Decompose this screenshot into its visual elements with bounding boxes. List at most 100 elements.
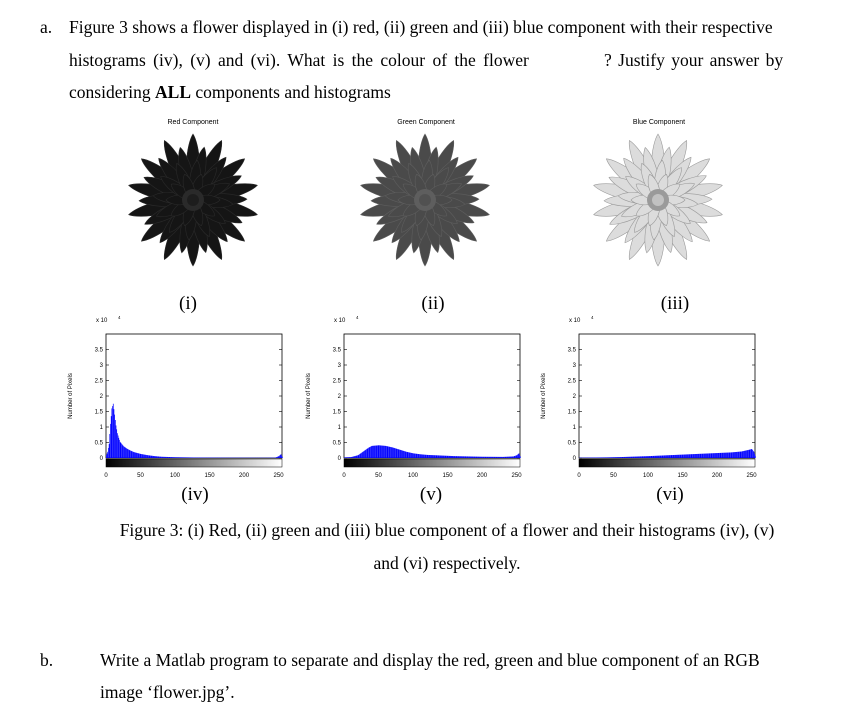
histogram-bar <box>186 457 188 458</box>
histogram-bar <box>424 454 425 458</box>
histogram-bar <box>134 452 136 458</box>
histogram-bar <box>650 456 652 458</box>
histogram-bar <box>439 455 440 458</box>
histogram-bar <box>719 452 720 458</box>
histogram-bar <box>606 457 608 458</box>
histogram-bar <box>506 456 507 458</box>
histogram-bar <box>656 455 658 458</box>
histogram-bar <box>663 455 664 458</box>
histogram-bar <box>484 456 485 458</box>
histogram-bar <box>437 455 438 458</box>
histogram-bar <box>417 454 419 458</box>
histogram-bar <box>680 454 682 458</box>
histogram-bar <box>173 457 175 458</box>
label-iii: (iii) <box>660 293 690 314</box>
histogram-bar <box>504 456 505 458</box>
histogram-bar <box>413 453 415 458</box>
histogram-bar <box>481 456 483 458</box>
histogram-bar <box>422 454 424 458</box>
histogram-bar <box>384 445 386 458</box>
histogram-bar <box>159 456 161 458</box>
histogram-bar <box>447 455 449 458</box>
histogram-bar <box>679 454 680 458</box>
histogram-bar <box>691 454 693 458</box>
histogram-bar <box>684 454 686 458</box>
histogram-bar <box>619 457 621 458</box>
histogram-bar <box>377 445 379 458</box>
histogram-bar <box>475 456 477 458</box>
y-tick-label: 1 <box>100 425 104 431</box>
histogram-bar <box>116 429 118 458</box>
histogram-bar <box>359 454 360 458</box>
histogram-bar <box>603 457 605 458</box>
histogram-bar <box>419 454 421 458</box>
histogram-bar <box>404 451 406 458</box>
histogram-bar <box>630 456 631 458</box>
histogram-bar <box>678 454 680 458</box>
histogram-bar <box>739 451 741 458</box>
histogram-bar <box>442 455 443 458</box>
x-tick-label: 200 <box>712 473 723 479</box>
histogram-bar <box>493 456 495 458</box>
histogram-bar <box>126 448 127 458</box>
histogram-bar <box>128 449 130 458</box>
histogram-bar <box>661 455 663 458</box>
histogram-bar <box>360 453 362 458</box>
flower-center-inner <box>187 194 199 206</box>
histogram-bar <box>637 456 639 458</box>
histogram-bar <box>754 453 756 458</box>
histogram-bar <box>410 452 412 458</box>
histogram-bar <box>729 452 731 458</box>
y-tick-label: 0.5 <box>568 441 577 447</box>
histogram-bar <box>724 452 726 458</box>
histogram-bar <box>694 454 695 458</box>
histogram-bar <box>368 447 370 458</box>
histogram-bar <box>748 449 749 458</box>
histogram-bar <box>704 453 706 458</box>
histogram-bar <box>486 456 488 458</box>
histogram-bar <box>650 456 651 458</box>
histogram-bar <box>465 456 467 458</box>
histogram-bar <box>502 456 504 458</box>
histogram-bar <box>381 445 383 458</box>
histogram-bar <box>428 454 429 458</box>
histogram-bar <box>486 456 487 458</box>
histogram-bar <box>128 449 129 458</box>
histogram-bar <box>349 457 351 458</box>
histogram-bar <box>690 454 691 458</box>
histogram-bar <box>406 451 407 458</box>
histogram-bar <box>474 456 476 458</box>
figure-caption-line2: and (vi) respectively. <box>373 553 521 573</box>
histogram-bar <box>509 456 511 458</box>
histogram-bar <box>395 448 397 458</box>
histogram-bar <box>750 449 751 458</box>
histogram-bar <box>428 454 430 458</box>
histogram-bar <box>192 457 194 458</box>
histogram-bar <box>280 454 282 458</box>
histogram-bar <box>444 455 446 458</box>
histogram-bar <box>689 454 691 458</box>
question-a-line3: considering ALL components and histogram… <box>69 77 391 108</box>
histogram-bar <box>118 437 120 458</box>
histogram-bar <box>182 457 184 458</box>
histogram-bar <box>608 457 610 458</box>
histogram-bar <box>628 456 630 458</box>
histogram-bar <box>453 456 455 458</box>
histogram-bar <box>106 453 108 458</box>
histogram-bar <box>378 445 380 458</box>
histogram-bar <box>120 442 122 458</box>
histogram-bar <box>170 457 172 458</box>
histogram-bar <box>620 457 622 458</box>
histogram-bar <box>707 453 709 458</box>
histogram-bar <box>687 454 689 458</box>
histogram-bar <box>693 454 695 458</box>
histogram-bar <box>610 457 612 458</box>
histogram-bar <box>123 446 125 458</box>
histogram-bar <box>629 456 631 458</box>
histogram-bar <box>191 457 193 458</box>
histogram-bar <box>180 457 182 458</box>
histogram-bar <box>184 457 186 458</box>
histogram-bar <box>350 457 351 458</box>
x-tick-label: 250 <box>512 473 523 479</box>
histogram-bar <box>133 452 135 458</box>
